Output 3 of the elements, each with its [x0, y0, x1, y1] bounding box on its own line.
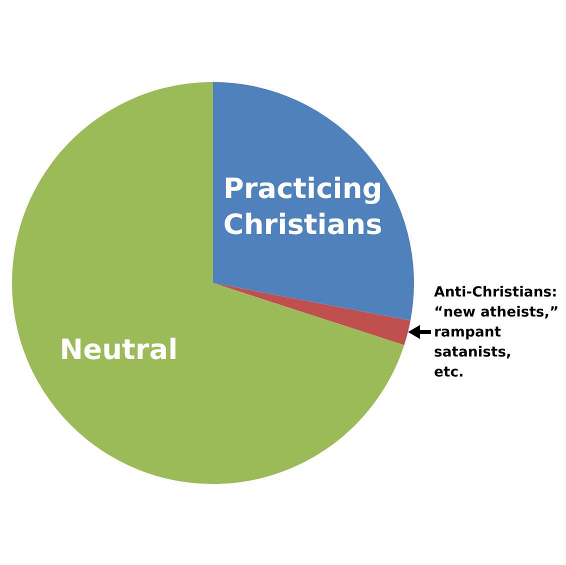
slice-label: Practicing Christians — [223, 172, 382, 241]
slice-label: Neutral — [60, 332, 178, 366]
slice-label: Anti-Christians: “new atheists,” rampant satanists, etc. — [434, 284, 559, 381]
